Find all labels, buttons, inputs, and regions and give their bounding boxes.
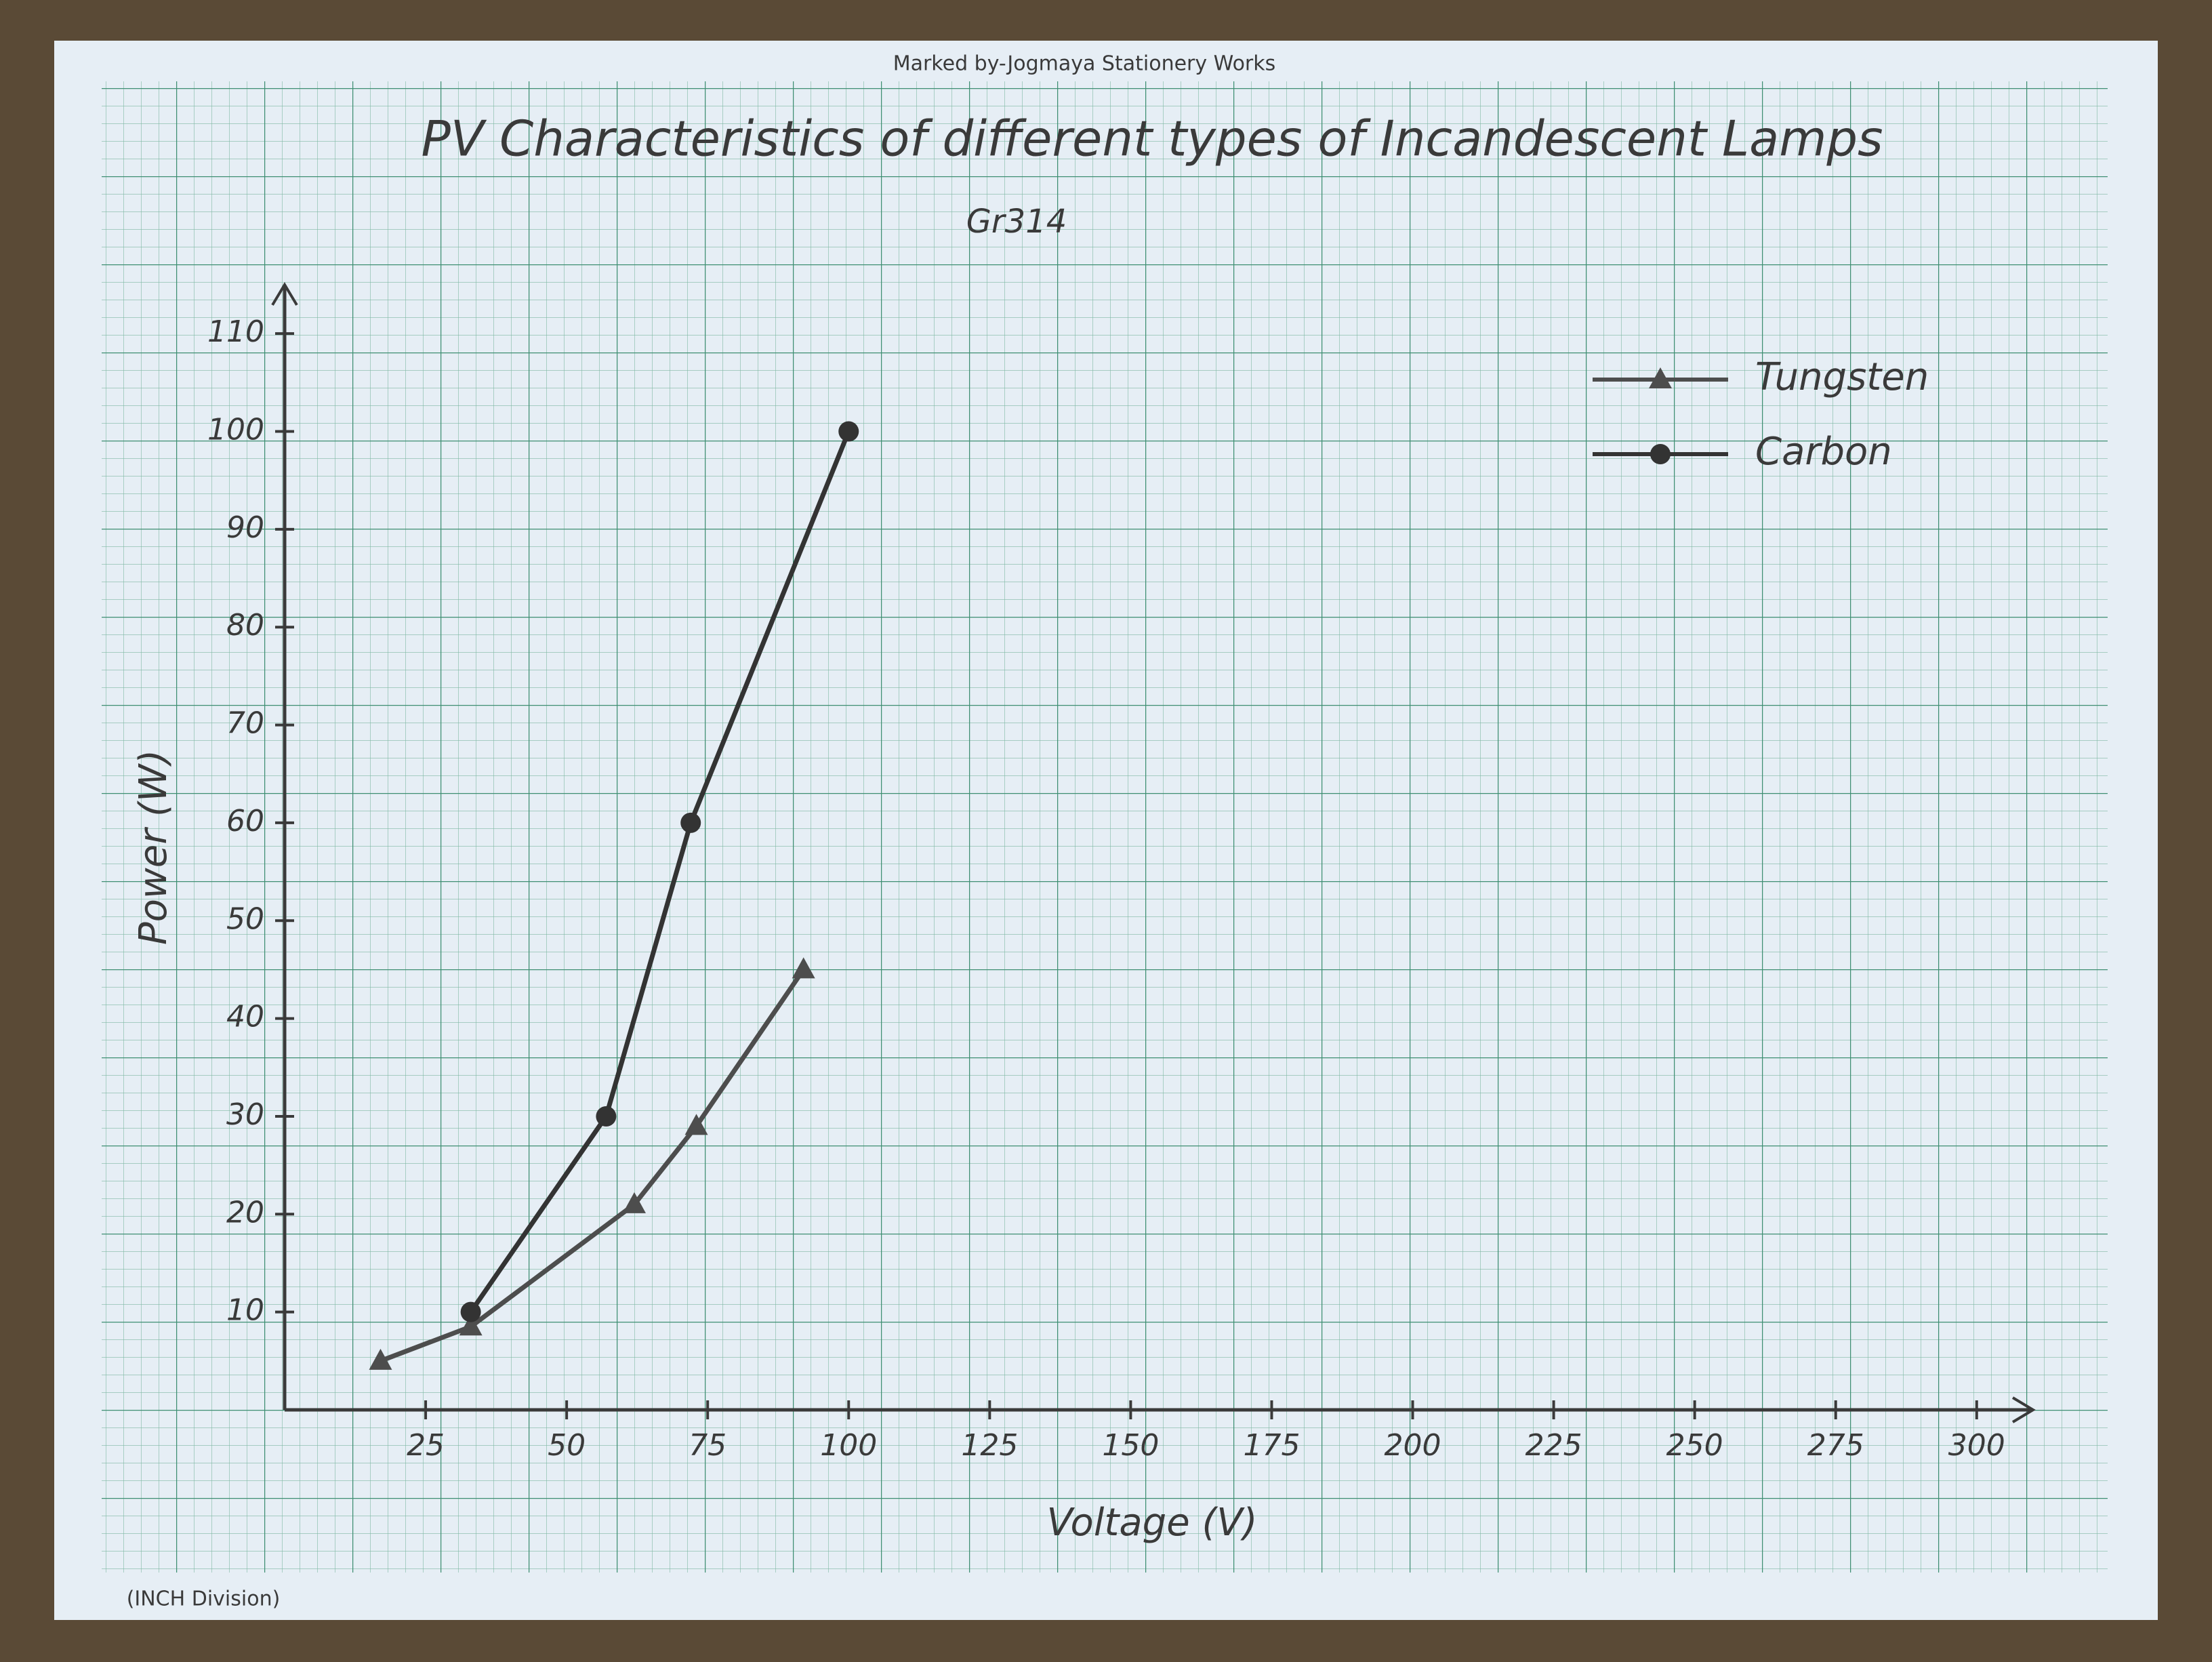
y-tick-label: 10 (226, 1293, 264, 1328)
data-point (684, 1114, 708, 1135)
graph-grid (102, 81, 2108, 1573)
data-point (369, 1348, 392, 1370)
legend-marker (1650, 444, 1671, 464)
x-tick-label: 175 (1243, 1428, 1300, 1463)
x-tick-label: 25 (407, 1428, 445, 1463)
x-axis-label: Voltage (V) (1047, 1501, 1258, 1545)
x-tick-label: 100 (820, 1428, 877, 1463)
y-tick-label: 50 (226, 901, 264, 936)
y-tick-label: 90 (226, 510, 264, 545)
data-point (459, 1314, 483, 1336)
y-axis-label: Power (W) (131, 750, 176, 945)
paper-division: (INCH Division) (127, 1587, 281, 1611)
y-tick-label: 110 (207, 315, 264, 349)
y-axis-arrow (271, 282, 298, 306)
x-axis-arrow (2011, 1396, 2036, 1423)
y-tick-label: 80 (226, 608, 264, 643)
legend-label: Carbon (1755, 430, 1892, 474)
y-tick-label: 20 (226, 1195, 264, 1230)
paper-maker: Marked by-Jogmaya Stationery Works (893, 52, 1276, 76)
x-tick-label: 150 (1102, 1428, 1159, 1463)
x-tick-label: 275 (1807, 1428, 1864, 1463)
series-line (468, 430, 851, 1314)
y-tick-label: 60 (226, 804, 264, 838)
x-tick-label: 50 (548, 1428, 586, 1463)
data-point (838, 421, 859, 442)
x-tick-label: 200 (1385, 1428, 1441, 1463)
data-point (680, 812, 701, 833)
legend-marker (1649, 367, 1672, 388)
y-tick-label: 100 (207, 413, 264, 447)
x-tick-label: 225 (1525, 1428, 1582, 1463)
data-point (596, 1106, 617, 1127)
data-point (623, 1192, 646, 1213)
legend-label: Tungsten (1755, 355, 1929, 399)
x-tick-label: 300 (1948, 1428, 2005, 1463)
x-tick-label: 125 (961, 1428, 1018, 1463)
y-tick-label: 30 (226, 1097, 264, 1132)
note: Gr314 (966, 203, 1067, 241)
y-tick-label: 40 (226, 1000, 264, 1034)
chart-title: PV Characteristics of different types of… (421, 110, 1883, 167)
data-point (792, 957, 815, 979)
x-tick-label: 75 (689, 1428, 726, 1463)
x-tick-label: 250 (1666, 1428, 1723, 1463)
data-point (460, 1301, 481, 1322)
y-tick-label: 70 (226, 706, 264, 741)
